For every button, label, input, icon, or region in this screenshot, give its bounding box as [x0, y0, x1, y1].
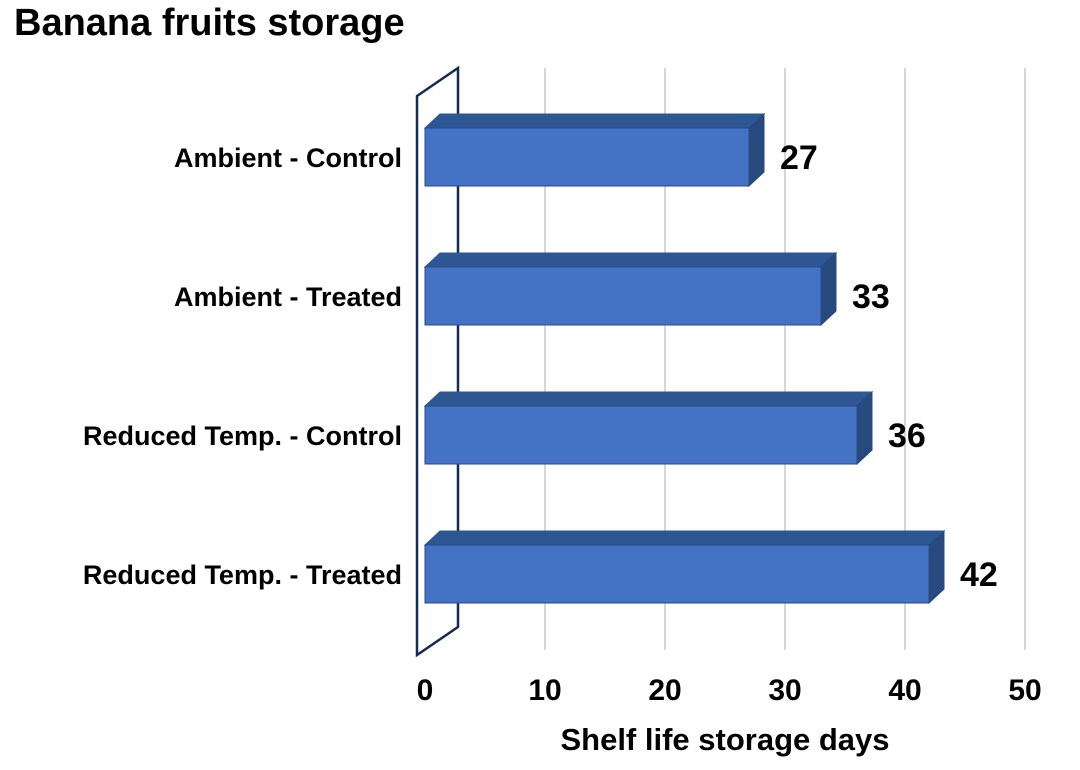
- bar: [424, 127, 750, 187]
- x-tick-label: 10: [528, 674, 561, 707]
- x-tick-label: 0: [417, 674, 434, 707]
- x-tick-label: 30: [768, 674, 801, 707]
- bar-value-label: 36: [888, 417, 926, 455]
- bar-value-label: 42: [960, 556, 998, 594]
- bar-value-label: 27: [780, 139, 818, 177]
- category-label: Reduced Temp. - Treated: [83, 560, 402, 590]
- bar-top-face: [423, 113, 766, 129]
- category-label: Reduced Temp. - Control: [83, 421, 402, 451]
- x-tick-label: 50: [1008, 674, 1041, 707]
- bar: [424, 544, 930, 604]
- x-axis-title: Shelf life storage days: [560, 722, 890, 757]
- bar-top-face: [423, 391, 874, 407]
- category-label: Ambient - Control: [174, 143, 402, 173]
- axis-wall: [415, 65, 460, 658]
- x-tick-label: 20: [648, 674, 681, 707]
- chart-title: Banana fruits storage: [14, 2, 405, 44]
- bar: [424, 266, 822, 326]
- category-label: Ambient - Treated: [174, 282, 402, 312]
- bar-top-face: [423, 252, 838, 268]
- bar: [424, 405, 858, 465]
- x-tick-label: 40: [888, 674, 921, 707]
- bar-top-face: [423, 530, 946, 546]
- bar-value-label: 33: [852, 278, 890, 316]
